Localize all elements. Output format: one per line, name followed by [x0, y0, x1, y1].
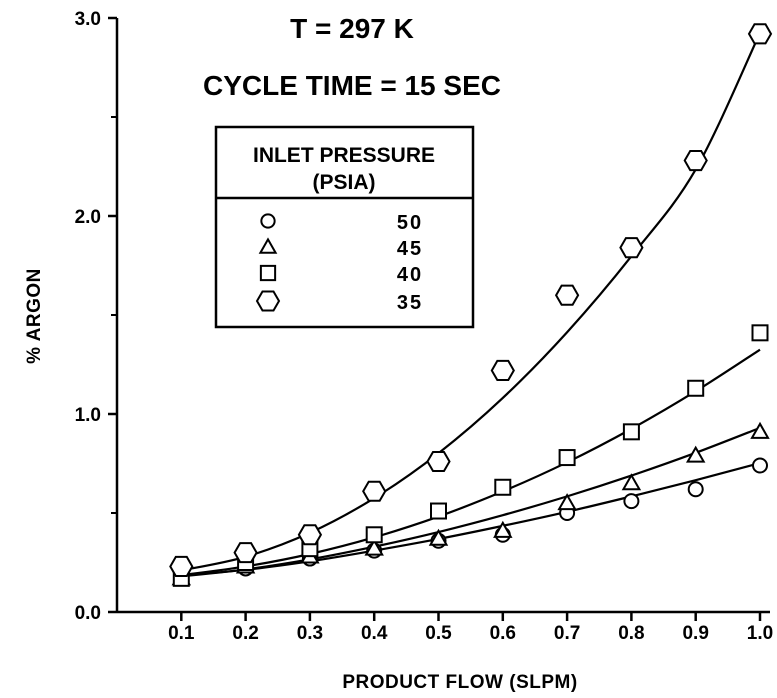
y-tick-label: 0.0: [75, 603, 101, 624]
temperature-annotation: T = 297 K: [290, 13, 414, 44]
data-point-40: [751, 324, 769, 342]
data-point-35: [297, 524, 323, 546]
axis-ticks: 0.0 1.0 2.0 3.0 0.1 0.2 0.3 0.4 0.5 0.6 0.7 0.8 0.9 1…: [75, 9, 774, 644]
data-point-45: [621, 473, 642, 491]
legend-label-45: 45: [397, 238, 423, 260]
data-point-50: [623, 493, 640, 510]
data-points: [169, 23, 773, 587]
data-point-40: [365, 526, 383, 544]
data-point-50: [752, 457, 768, 474]
cycle-time-annotation: CYCLE TIME = 15 SEC: [203, 70, 501, 101]
legend-title: INLET PRESSURE: [253, 144, 435, 167]
x-axis-title: PRODUCT FLOW (SLPM): [342, 672, 577, 693]
legend-subtitle: (PSIA): [313, 171, 376, 194]
data-point-40: [558, 449, 576, 467]
y-tick-label: 1.0: [75, 405, 101, 426]
data-point-35: [169, 555, 194, 577]
data-point-35: [619, 237, 644, 259]
data-point-40: [430, 502, 447, 520]
data-point-35: [554, 284, 580, 306]
legend-marker-50: [260, 213, 276, 229]
fit-curve-50: [181, 462, 761, 577]
x-tick-label: 0.1: [168, 623, 195, 644]
data-point-40: [494, 478, 512, 496]
data-point-35: [747, 23, 773, 45]
data-point-35: [490, 359, 515, 381]
fit-curve-40: [181, 348, 761, 577]
x-tick-label: 0.7: [554, 623, 580, 644]
data-point-45: [750, 421, 770, 439]
x-tick-label: 0.2: [232, 623, 258, 644]
legend-label-35: 35: [397, 292, 423, 314]
data-point-45: [493, 520, 513, 538]
legend-marker-40: [259, 264, 277, 282]
data-point-45: [557, 493, 577, 511]
legend: INLET PRESSURE (PSIA) 50 45 40 35: [214, 125, 475, 329]
data-point-45: [428, 528, 449, 546]
data-point-45: [364, 538, 384, 556]
x-tick-label: 0.8: [618, 623, 644, 644]
x-tick-label: 1.0: [747, 623, 773, 644]
data-point-35: [683, 150, 708, 172]
y-axis-title: % ARGON: [24, 268, 45, 364]
legend-marker-45: [258, 237, 278, 254]
x-tick-label: 0.6: [490, 623, 516, 644]
x-tick-label: 0.4: [361, 623, 388, 644]
data-point-35: [362, 480, 387, 502]
data-point-40: [687, 379, 705, 397]
x-tick-label: 0.9: [682, 623, 708, 644]
fit-curve-45: [181, 426, 761, 578]
fit-curve-35: [181, 32, 761, 572]
data-point-35: [426, 450, 451, 473]
data-point-45: [685, 445, 706, 463]
data-point-35: [233, 542, 258, 564]
legend-box: [214, 125, 475, 329]
y-tick-label: 3.0: [75, 9, 101, 30]
y-tick-label: 2.0: [75, 207, 101, 228]
legend-label-50: 50: [397, 212, 423, 234]
legend-label-40: 40: [397, 264, 423, 286]
data-point-50: [687, 481, 704, 498]
x-tick-label: 0.3: [297, 623, 323, 644]
legend-marker-35: [255, 290, 281, 312]
data-point-40: [622, 423, 640, 441]
x-tick-label: 0.5: [425, 623, 452, 644]
fit-curves: [181, 32, 761, 578]
legend-rows: 50 45 40 35: [255, 212, 423, 314]
